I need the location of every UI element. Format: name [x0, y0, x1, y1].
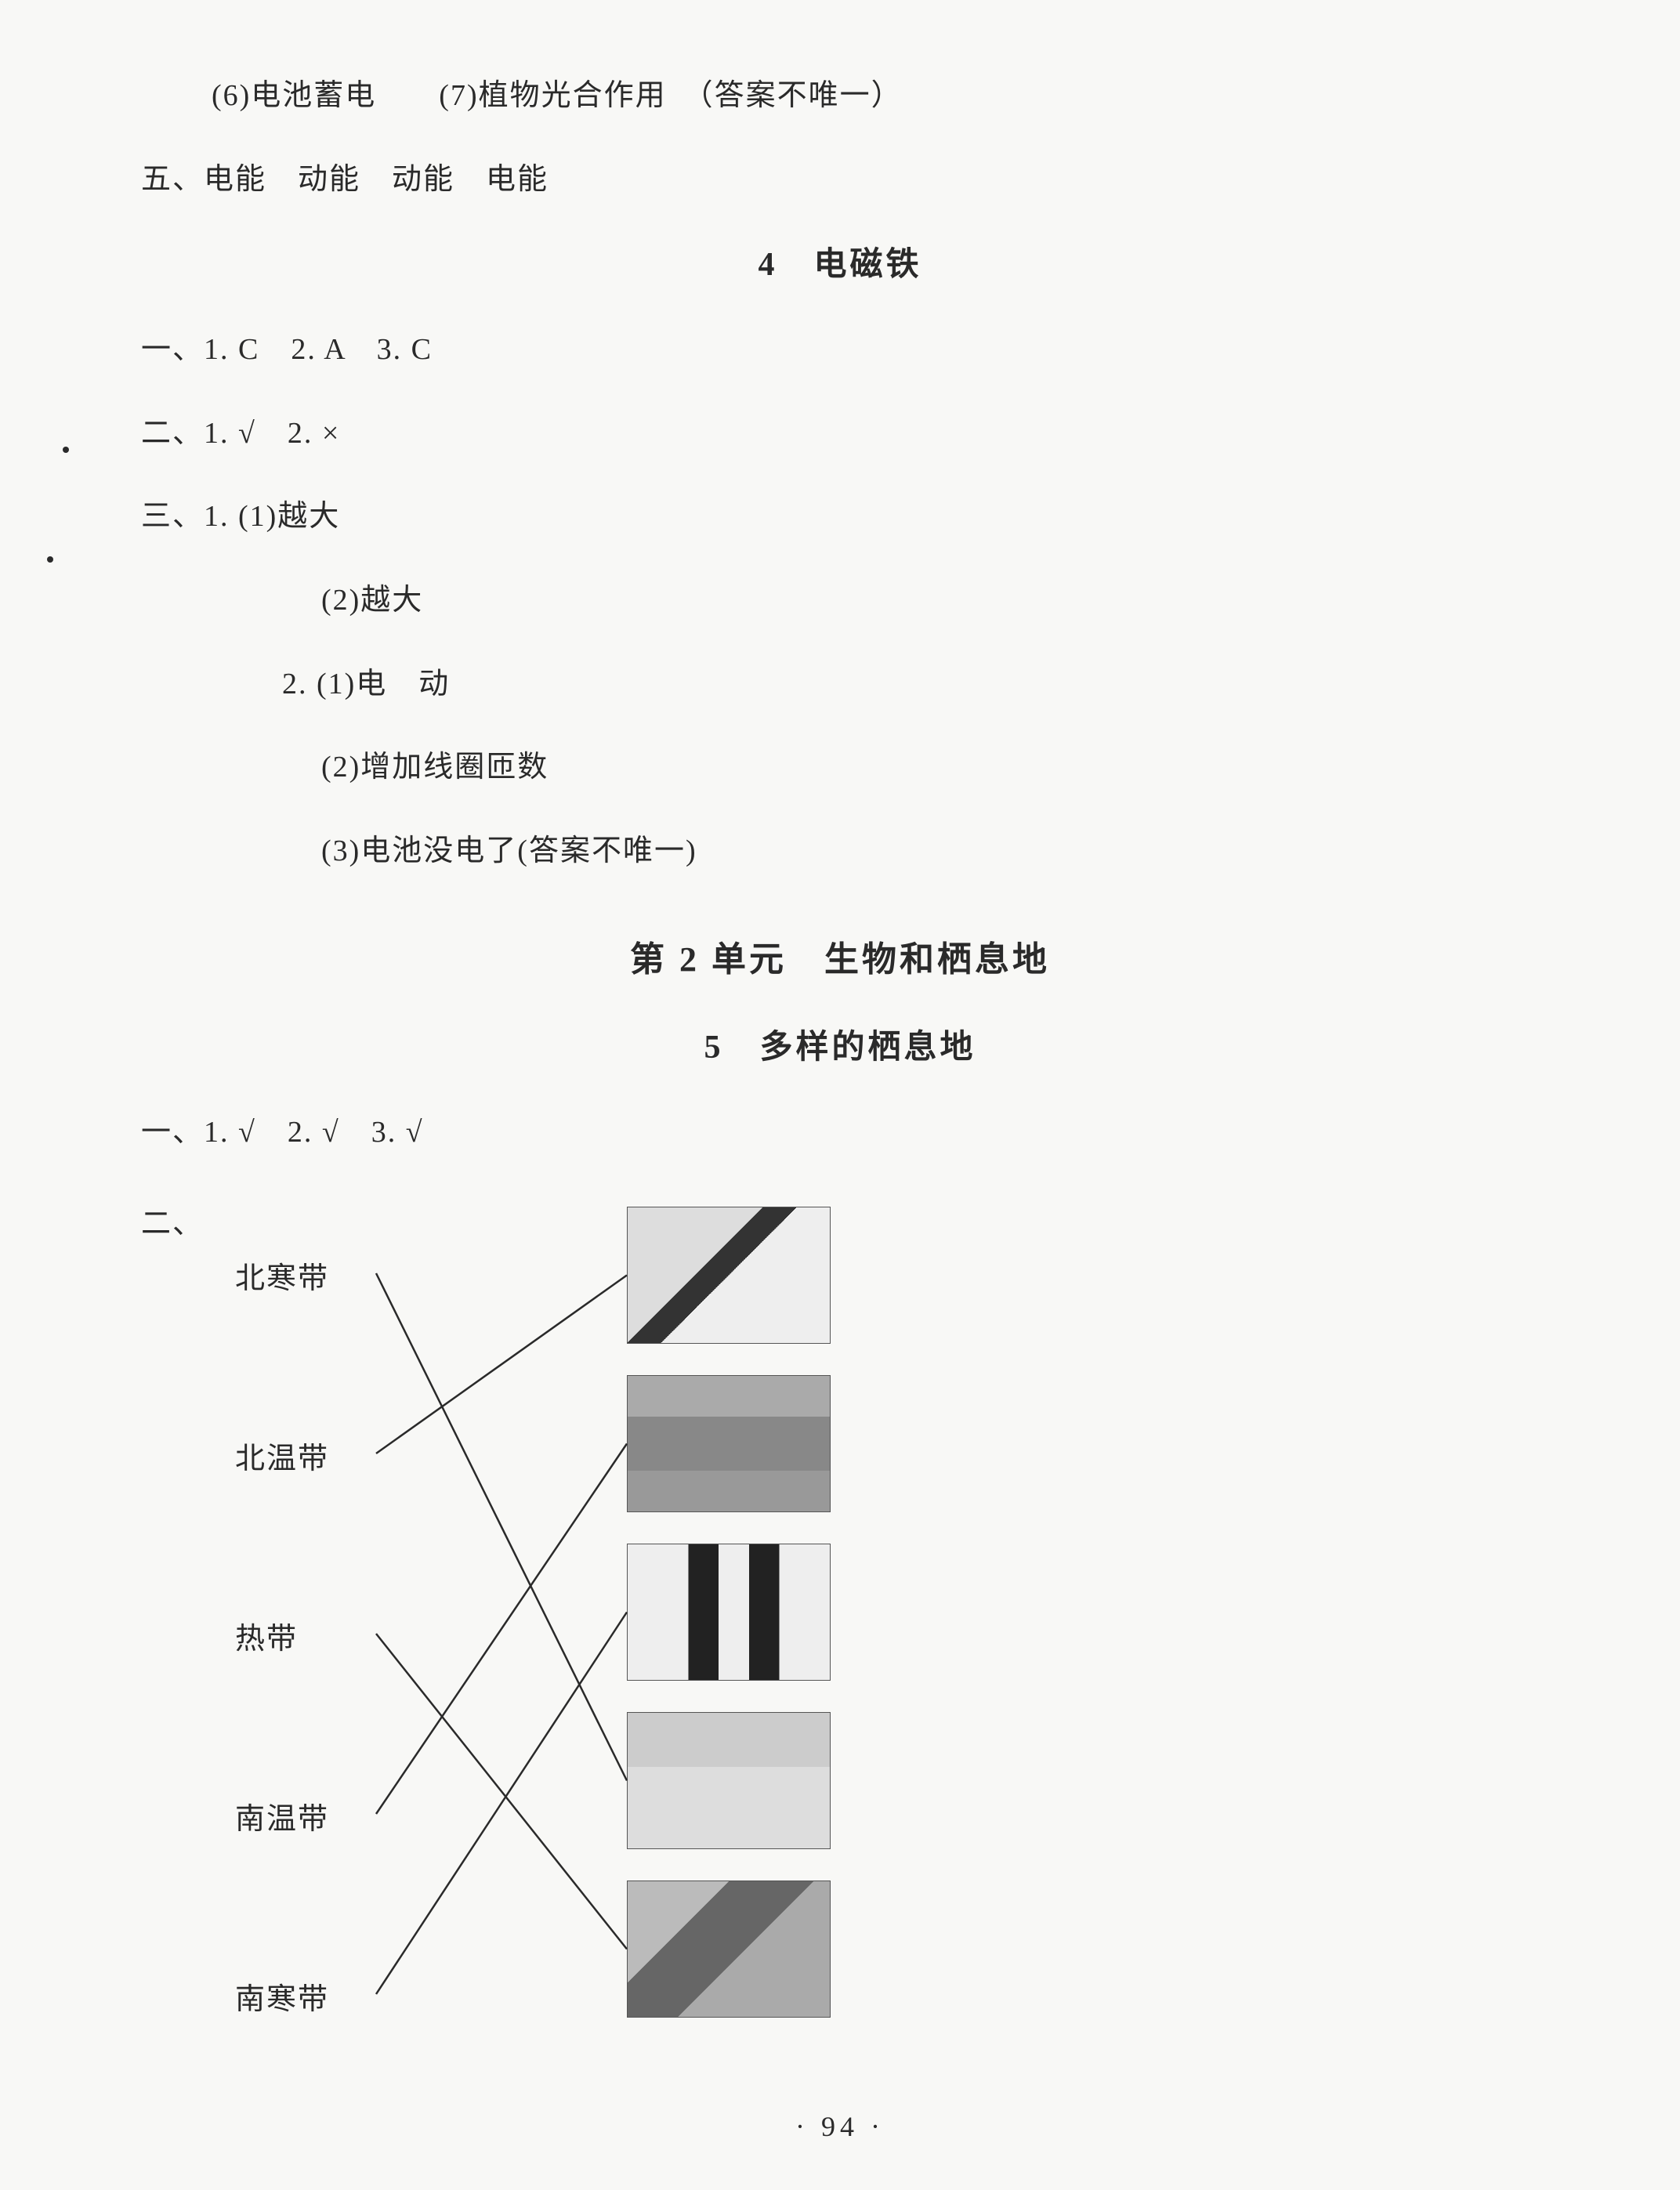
section-4-title: 4 电磁铁 [141, 237, 1539, 285]
zone-north-frigid: 北寒带 [235, 1254, 329, 1297]
matching-diagram: 二、 北寒带 北温带 热带 南温带 南寒带 [141, 1191, 1539, 2069]
answer-line-five: 五、电能 动能 动能 电能 [141, 154, 1539, 205]
s4-q3-2-1: 2. (1)电 动 [141, 659, 1539, 710]
l5-q1: 一、1. √ 2. √ 3. √ [141, 1107, 1539, 1158]
zone-north-temperate: 北温带 [235, 1434, 329, 1477]
answer-line-6-7: (6)电池蓄电 (7)植物光合作用 （答案不唯一） [141, 71, 1539, 121]
decorative-dot [47, 556, 53, 563]
animal-lion-image [627, 1881, 831, 2018]
zone-tropical: 热带 [235, 1614, 298, 1657]
matching-lines-svg [141, 1191, 1539, 2069]
unit-2-title: 第 2 单元 生物和栖息地 [141, 931, 1539, 981]
page-number: · 94 · [0, 2110, 1680, 2143]
animal-panda-image [627, 1207, 831, 1344]
s4-q3-1-2: (2)越大 [141, 575, 1539, 626]
animal-polarbear-image [627, 1712, 831, 1849]
s4-q3-2-3: (3)电池没电了(答案不唯一) [141, 826, 1539, 877]
zone-south-frigid: 南寒带 [235, 1975, 329, 2018]
s4-q2: 二、1. √ 2. × [141, 408, 1539, 459]
s4-q1: 一、1. C 2. A 3. C [141, 324, 1539, 375]
lesson-5-title: 5 多样的栖息地 [141, 1020, 1539, 1068]
zone-south-temperate: 南温带 [235, 1794, 329, 1837]
s4-q3-2-2: (2)增加线圈匝数 [141, 742, 1539, 793]
animal-penguin-image [627, 1544, 831, 1681]
l5-q2-label: 二、 [141, 1199, 204, 1242]
decorative-dot [63, 447, 69, 453]
s4-q3-1-1: 三、1. (1)越大 [141, 491, 1539, 542]
animal-koala-image [627, 1375, 831, 1512]
